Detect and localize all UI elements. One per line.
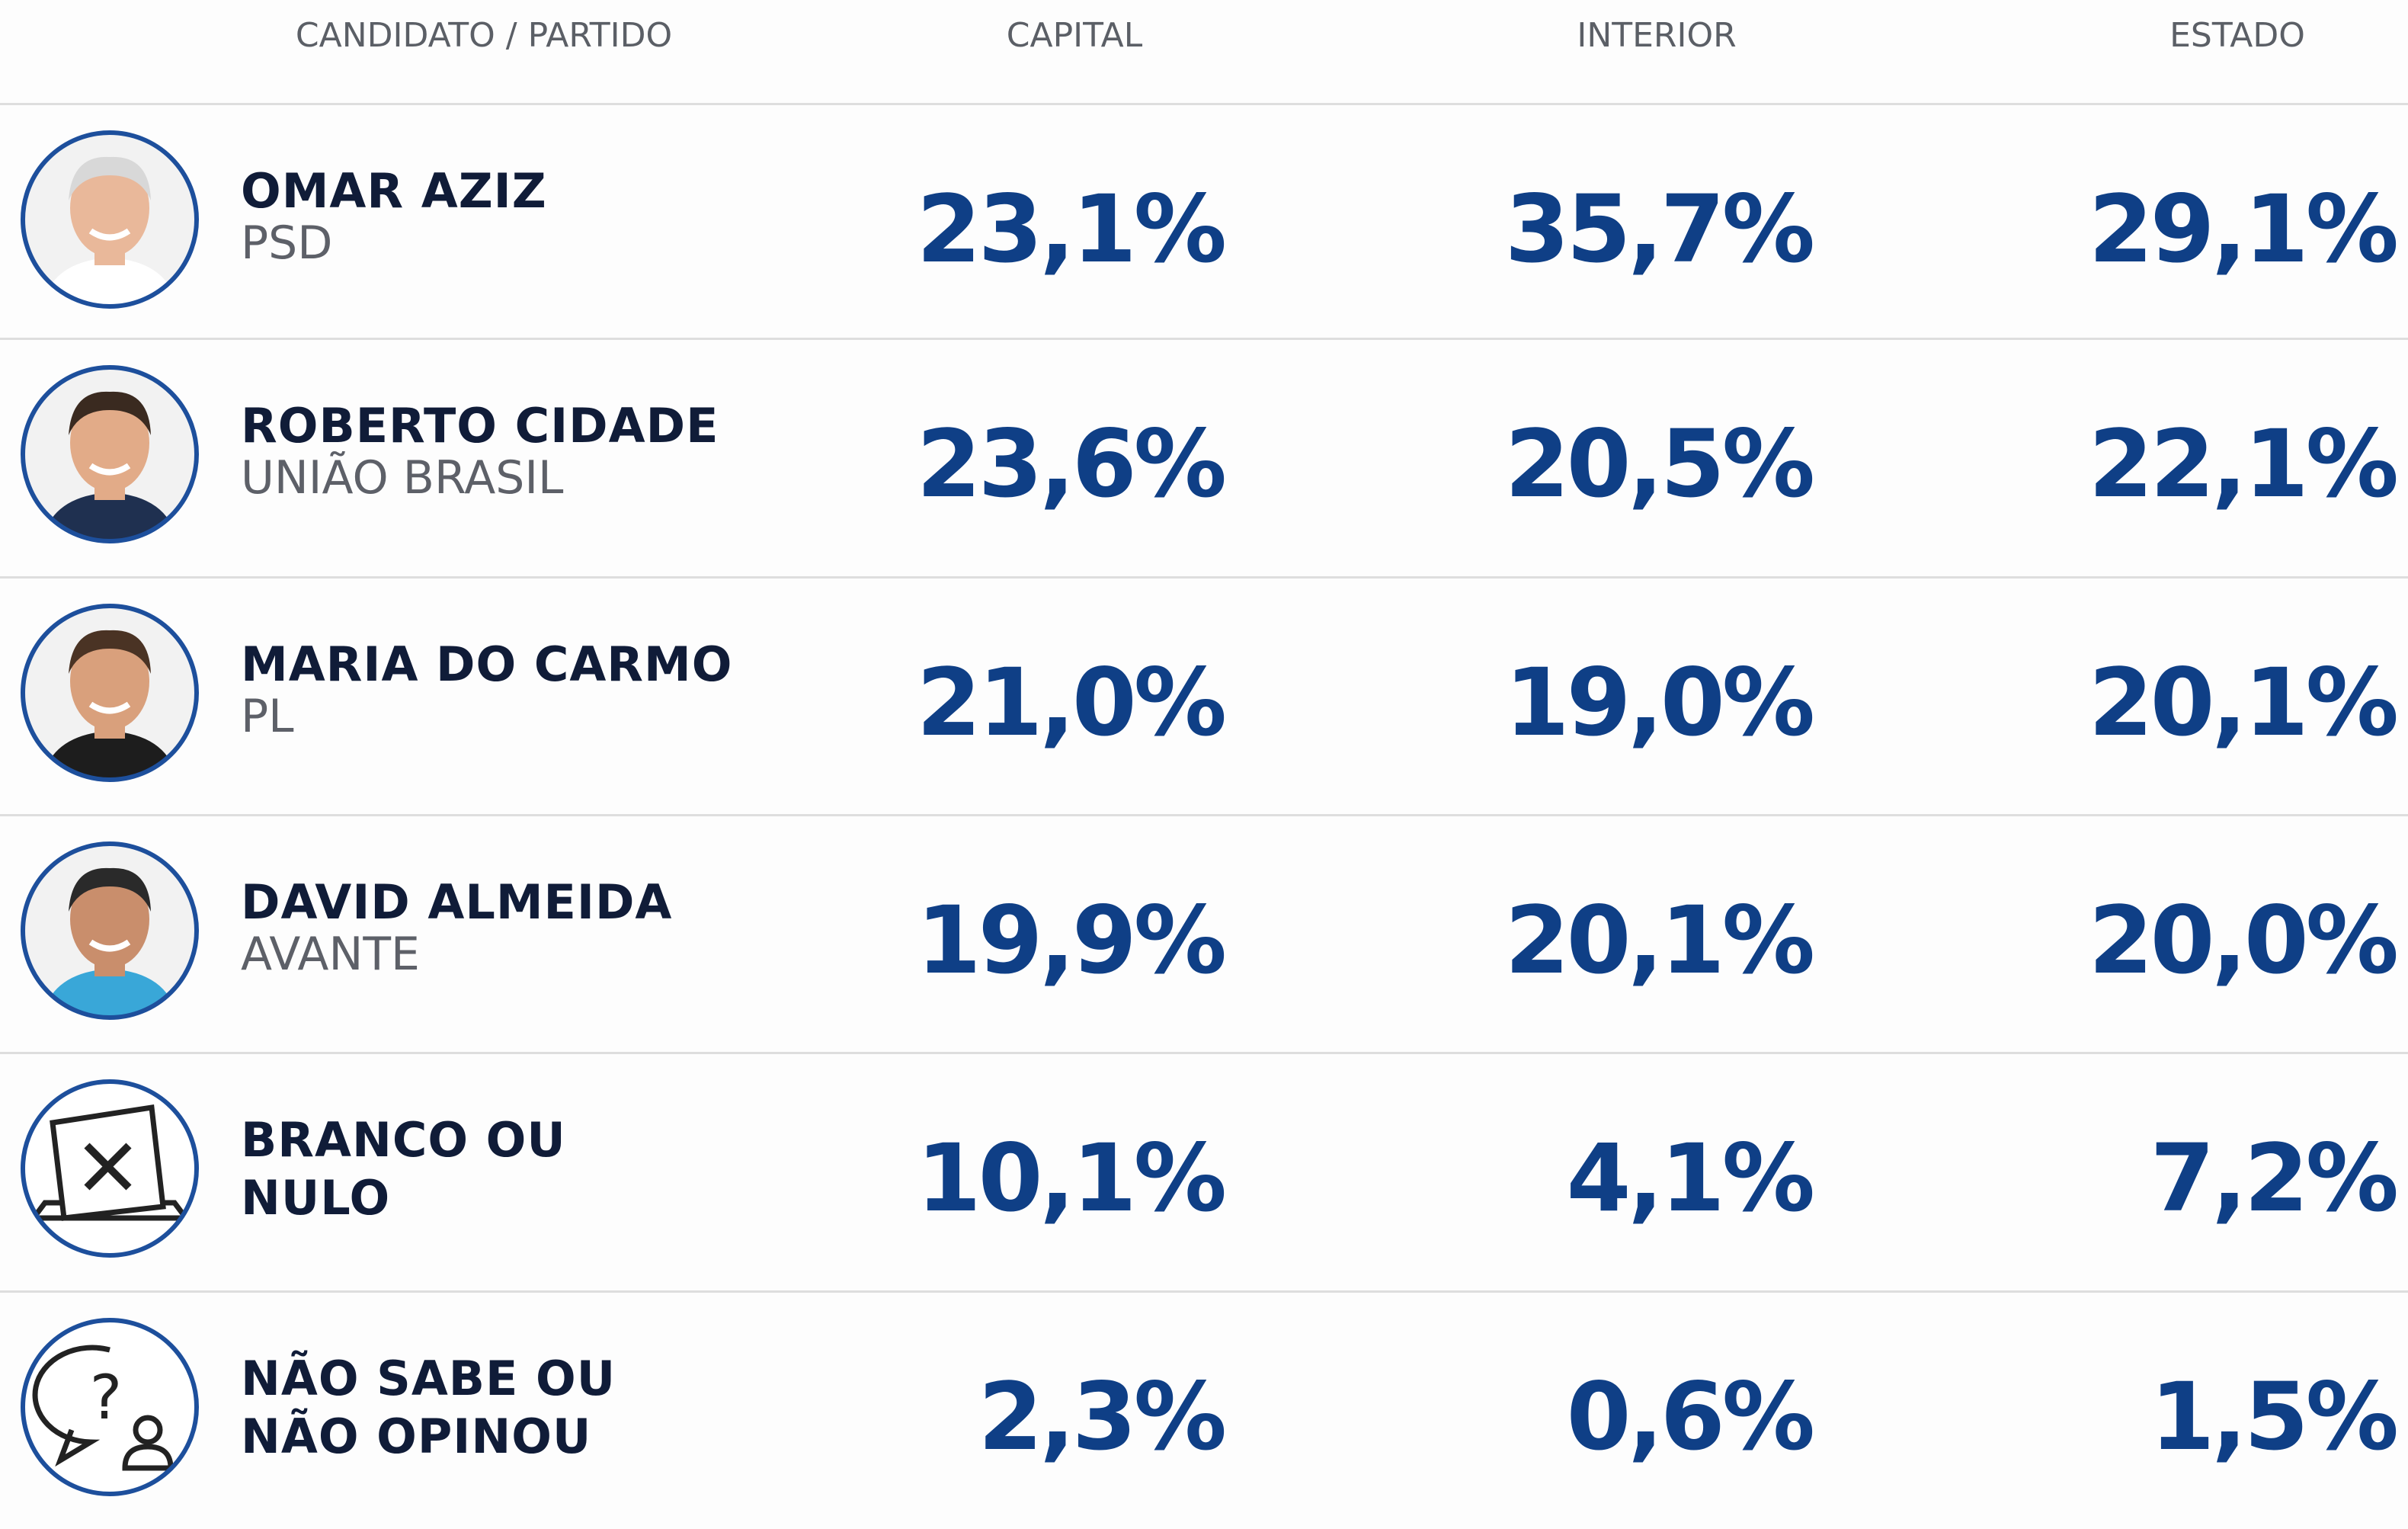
interior-value: 35,7% xyxy=(1504,175,1815,284)
header-interior: INTERIOR xyxy=(1577,16,1737,55)
avatar xyxy=(21,604,199,782)
candidate-name: BRANCO OU NULO xyxy=(241,1111,566,1227)
party: UNIÃO BRASIL xyxy=(241,451,564,505)
capital-value: 19,9% xyxy=(916,886,1227,995)
capital-value: 23,1% xyxy=(916,175,1227,284)
candidate-name: ROBERTO CIDADE xyxy=(241,397,719,455)
avatar xyxy=(21,130,199,309)
name-line: NULO xyxy=(241,1170,391,1226)
interior-value: 20,5% xyxy=(1504,410,1815,518)
candidate-name: NÃO SABE OU NÃO OPINOU xyxy=(241,1350,616,1466)
table-row: ROBERTO CIDADE UNIÃO BRASIL 23,6% 20,5% 22,1… xyxy=(0,338,2408,576)
avatar xyxy=(21,841,199,1020)
interior-value: 19,0% xyxy=(1504,649,1815,757)
capital-value: 23,6% xyxy=(916,410,1227,518)
capital-value: 2,3% xyxy=(978,1363,1227,1471)
party: PSD xyxy=(241,216,333,270)
capital-value: 10,1% xyxy=(916,1124,1227,1232)
candidate-name: DAVID ALMEIDA xyxy=(241,873,672,931)
capital-value: 21,0% xyxy=(916,649,1227,757)
name-line: OMAR AZIZ xyxy=(241,163,547,219)
table-row: OMAR AZIZ PSD 23,1% 35,7% 29,1% xyxy=(0,103,2408,341)
name-line: NÃO SABE OU xyxy=(241,1351,616,1406)
state-value: 29,1% xyxy=(2088,175,2399,284)
candidate-name: OMAR AZIZ xyxy=(241,162,547,220)
table-row: DAVID ALMEIDA AVANTE 19,9% 20,1% 20,0% xyxy=(0,814,2408,1053)
table-row: BRANCO OU NULO 10,1% 4,1% 7,2% xyxy=(0,1052,2408,1290)
state-value: 20,0% xyxy=(2088,886,2399,995)
interior-value: 20,1% xyxy=(1504,886,1815,995)
interior-value: 4,1% xyxy=(1566,1124,1815,1232)
avatar xyxy=(21,365,199,543)
avatar xyxy=(21,1079,199,1258)
candidate-name: MARIA DO CARMO xyxy=(241,636,732,694)
name-line: NÃO OPINOU xyxy=(241,1409,592,1464)
name-line: DAVID ALMEIDA xyxy=(241,874,673,930)
name-line: MARIA DO CARMO xyxy=(241,636,733,692)
party: AVANTE xyxy=(241,928,420,981)
table-row: ? NÃO SABE OU NÃO OPINOU 2,3% 0,6% 1,5% xyxy=(0,1290,2408,1529)
state-value: 7,2% xyxy=(2150,1124,2399,1232)
header-candidate: CANDIDATO / PARTIDO xyxy=(295,16,673,55)
state-value: 1,5% xyxy=(2150,1363,2399,1471)
state-value: 20,1% xyxy=(2088,649,2399,757)
state-value: 22,1% xyxy=(2088,410,2399,518)
party: PL xyxy=(241,690,294,743)
table-row: MARIA DO CARMO PL 21,0% 19,0% 20,1% xyxy=(0,576,2408,815)
svg-text:?: ? xyxy=(90,1362,122,1433)
name-line: ROBERTO CIDADE xyxy=(241,398,719,454)
header-capital: CAPITAL xyxy=(1006,16,1143,55)
interior-value: 0,6% xyxy=(1566,1363,1815,1471)
name-line: BRANCO OU xyxy=(241,1112,566,1168)
avatar: ? xyxy=(21,1318,199,1496)
header-state: ESTADO xyxy=(2169,16,2305,55)
